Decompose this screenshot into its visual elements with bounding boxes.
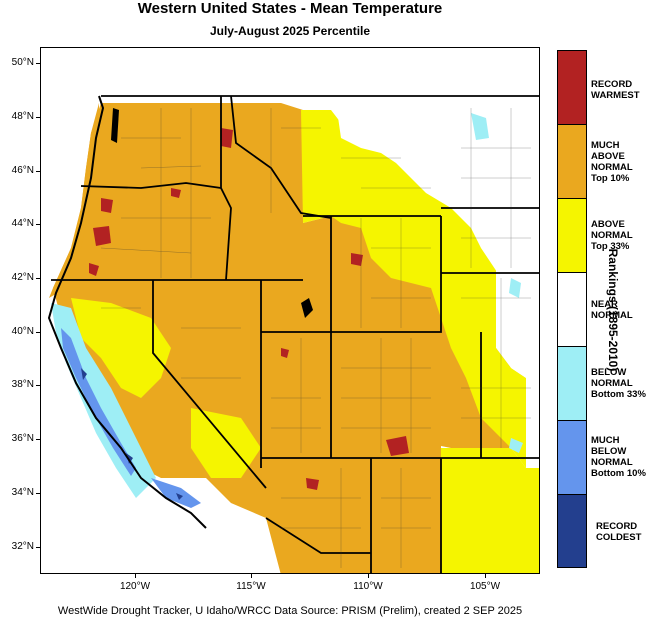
lon-tick — [251, 574, 252, 578]
lat-label-34: 34°N — [11, 487, 34, 498]
legend-label-near: NEAR NORMAL — [591, 299, 633, 321]
lon-tick — [368, 574, 369, 578]
legend-swatch-much-above — [558, 125, 586, 199]
map-canvas — [41, 48, 539, 573]
legend-label-record-coldest: RECORD COLDEST — [596, 521, 642, 543]
lat-label-40: 40°N — [11, 326, 34, 337]
lat-label-42: 42°N — [11, 272, 34, 283]
lat-tick — [36, 224, 40, 225]
legend-colorbar — [557, 50, 587, 568]
land-below-coast — [51, 303, 156, 498]
map-title: Western United States - Mean Temperature — [137, 0, 443, 17]
county-boundaries — [100, 108, 531, 568]
lat-tick — [36, 385, 40, 386]
land-coast-nw — [49, 103, 99, 298]
lat-label-38: 38°N — [11, 379, 34, 390]
lon-tick — [135, 574, 136, 578]
land-above-california — [71, 298, 171, 398]
great-salt-lake — [301, 298, 313, 318]
legend-swatch-record-warmest — [558, 51, 586, 125]
legend-label-below: BELOW NORMAL Bottom 33% — [591, 367, 646, 400]
lat-label-44: 44°N — [11, 218, 34, 229]
lat-label-36: 36°N — [11, 433, 34, 444]
legend-label-record-warmest: RECORD WARMEST — [591, 79, 640, 101]
legend-swatch-near — [558, 273, 586, 347]
lat-tick — [36, 493, 40, 494]
lat-tick — [36, 171, 40, 172]
lon-label-120: 120°W — [119, 581, 151, 592]
lon-label-110: 110°W — [353, 581, 383, 592]
lon-label-105: 105°W — [469, 581, 501, 592]
land-record-warmest-patches — [89, 128, 409, 490]
lat-tick — [36, 278, 40, 279]
lat-label-46: 46°N — [11, 165, 34, 176]
lat-label-32: 32°N — [11, 541, 34, 552]
lat-tick — [36, 547, 40, 548]
lat-tick — [36, 63, 40, 64]
legend-swatch-much-below — [558, 421, 586, 495]
lat-tick — [36, 332, 40, 333]
temperature-map — [40, 47, 540, 574]
lon-label-115: 115°W — [236, 581, 266, 592]
lat-tick — [36, 117, 40, 118]
land-above-east — [301, 110, 526, 468]
legend-swatch-record-coldest — [558, 495, 586, 567]
land-above-southeast — [441, 448, 539, 573]
legend-label-above: ABOVE NORMAL Top 33% — [591, 219, 633, 252]
land-near-northeast — [336, 103, 539, 298]
legend-swatch-above — [558, 199, 586, 273]
lon-tick — [485, 574, 486, 578]
legend-title: Rankings (1895-2010) — [606, 248, 620, 372]
land-below-northeast — [471, 113, 523, 453]
legend-swatch-below — [558, 347, 586, 421]
lat-label-48: 48°N — [11, 111, 34, 122]
land-much-below-coast — [61, 328, 136, 476]
lat-label-50: 50°N — [11, 57, 34, 68]
legend-label-much-above: MUCH ABOVE NORMAL Top 10% — [591, 140, 633, 184]
data-source-credit: WestWide Drought Tracker, U Idaho/WRCC D… — [57, 605, 523, 617]
legend-label-much-below: MUCH BELOW NORMAL Bottom 10% — [591, 435, 646, 479]
coastline — [47, 95, 207, 529]
map-subtitle: July-August 2025 Percentile — [209, 24, 371, 38]
lat-tick — [36, 439, 40, 440]
puget-sound — [111, 108, 119, 143]
state-boundaries — [51, 95, 539, 573]
land-near-east — [496, 298, 539, 468]
